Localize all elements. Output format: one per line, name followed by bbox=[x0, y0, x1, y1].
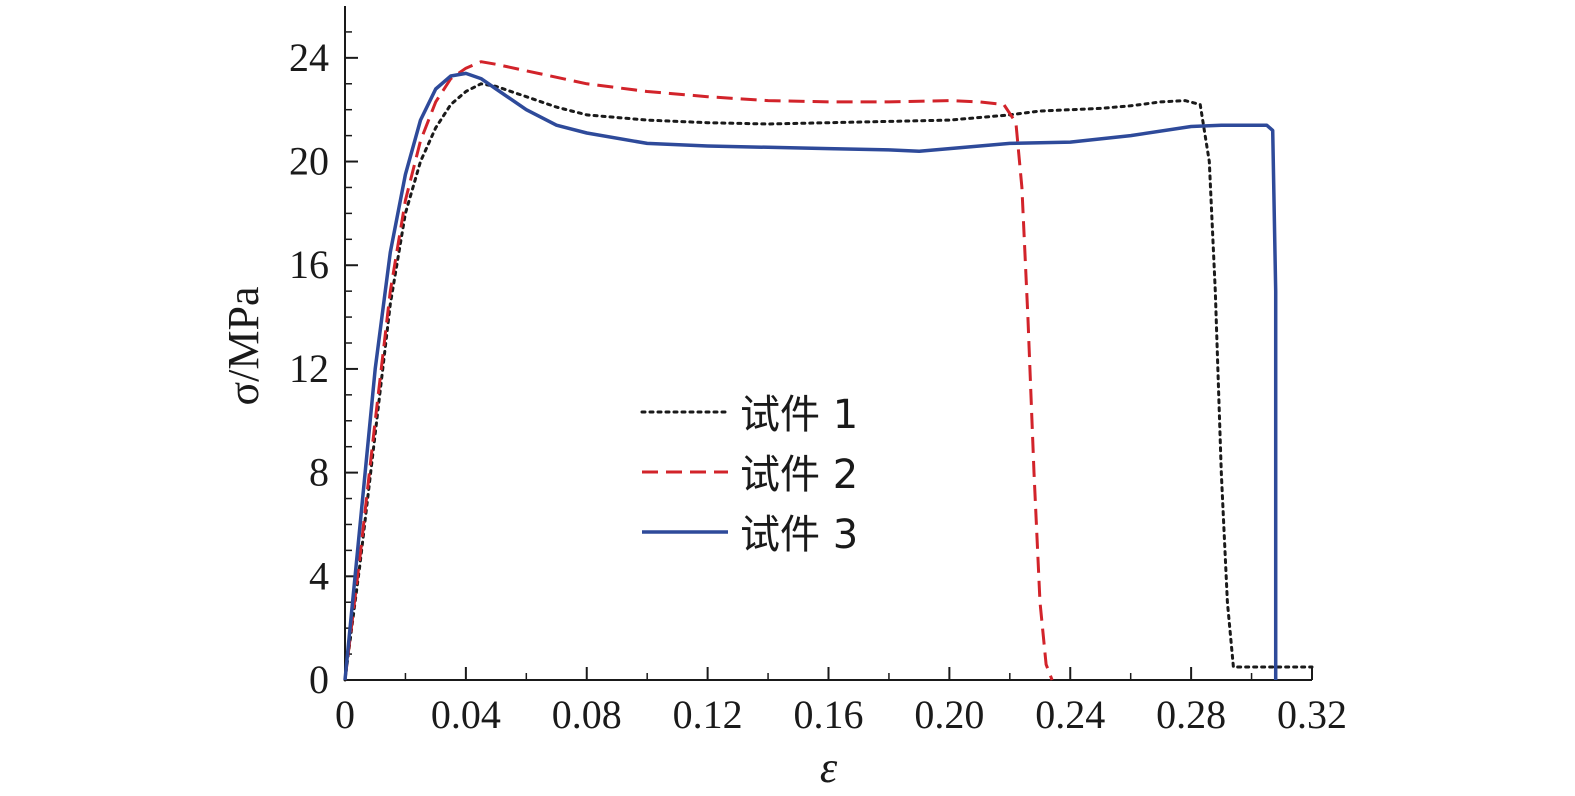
legend-label-3: 试件 3 bbox=[740, 512, 858, 558]
series-line-1 bbox=[343, 82, 1314, 682]
x-axis-title: ε bbox=[820, 743, 838, 792]
legend-label-2: 试件 2 bbox=[740, 452, 858, 498]
x-tick-label: 0.12 bbox=[673, 692, 743, 737]
y-tick-label: 0 bbox=[309, 657, 329, 702]
y-tick-label: 8 bbox=[309, 450, 329, 495]
x-tick-label: 0.08 bbox=[552, 692, 622, 737]
x-tick-label: 0.24 bbox=[1035, 692, 1105, 737]
x-tick-label: 0 bbox=[335, 692, 355, 737]
legend-label-1: 试件 1 bbox=[740, 392, 858, 438]
y-tick-label: 4 bbox=[309, 553, 329, 598]
y-tick-label: 20 bbox=[289, 139, 329, 184]
y-tick-label: 16 bbox=[289, 242, 329, 287]
x-tick-label: 0.32 bbox=[1277, 692, 1347, 737]
x-tick-label: 0.04 bbox=[431, 692, 501, 737]
series-line-3 bbox=[343, 71, 1278, 681]
x-tick-label: 0.20 bbox=[914, 692, 984, 737]
legend: 试件 1 试件 2 试件 3 bbox=[640, 392, 858, 558]
x-tick-label: 0.28 bbox=[1156, 692, 1226, 737]
series-line-2 bbox=[343, 60, 1054, 681]
x-tick-label: 0.16 bbox=[794, 692, 864, 737]
y-tick-label: 24 bbox=[289, 35, 329, 80]
y-tick-label: 12 bbox=[289, 346, 329, 391]
y-axis-title: σ/MPa bbox=[219, 286, 268, 405]
